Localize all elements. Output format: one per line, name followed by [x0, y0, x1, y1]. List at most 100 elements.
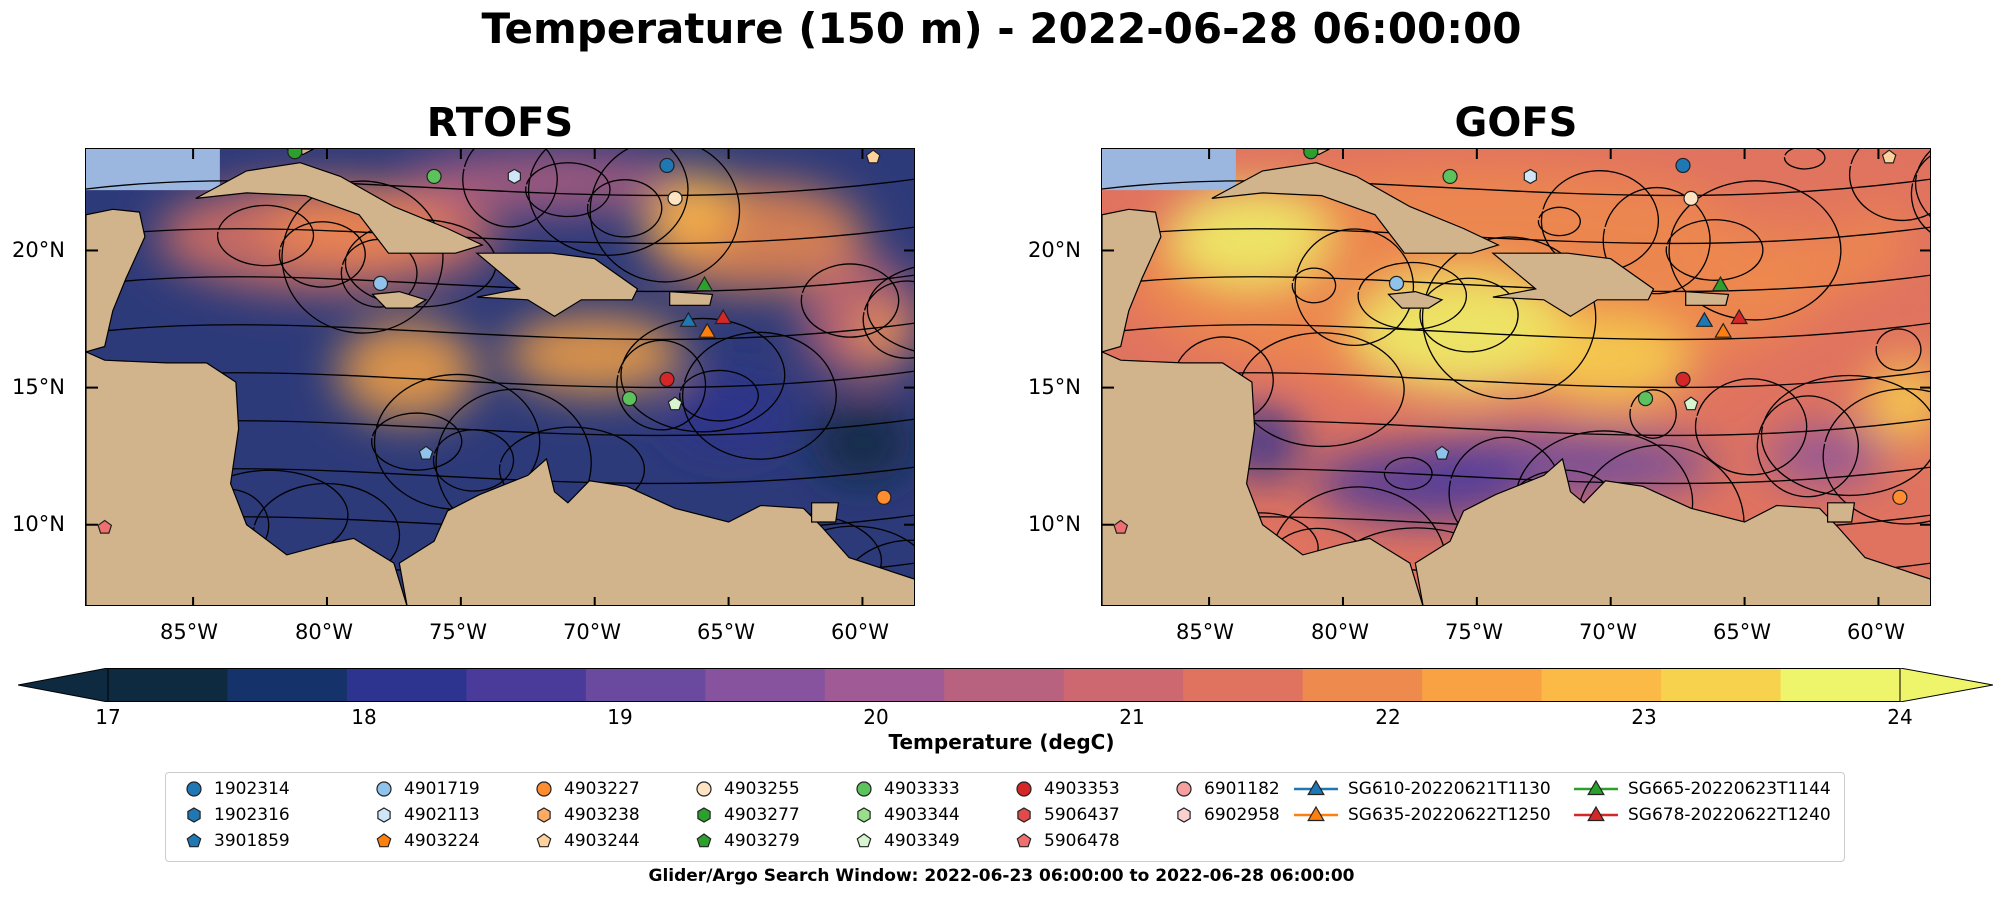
land — [1102, 149, 1930, 605]
observation-marker — [1881, 149, 1897, 164]
legend-label: 4903238 — [564, 805, 640, 825]
observation-marker — [1637, 390, 1654, 407]
colorbar-segment — [1302, 668, 1423, 702]
legend-label: SG635-20220622T1250 — [1348, 805, 1551, 825]
legend-triangle — [1307, 805, 1325, 822]
lat-label-10n-right: 10°N — [1028, 512, 1081, 536]
legend-label: 4903227 — [564, 779, 640, 799]
observation-marker — [659, 157, 675, 174]
legend-symbol — [1176, 781, 1192, 797]
legend-symbol — [857, 807, 871, 823]
colorbar-tick-20: 20 — [863, 705, 889, 729]
observation-marker — [621, 390, 638, 407]
legend-entry: 1902316 — [184, 805, 290, 825]
observation-marker — [1695, 311, 1714, 327]
legend-entry: 4903333 — [854, 779, 960, 799]
legend-symbol — [697, 807, 711, 823]
observation-marker — [667, 190, 683, 206]
legend-label: 3901859 — [214, 831, 290, 851]
map-rtofs — [85, 148, 915, 606]
lat-label-15n-left: 15°N — [12, 375, 65, 399]
land — [86, 149, 914, 605]
legend-marker-icon — [186, 781, 202, 797]
legend-entry: 4903277 — [694, 805, 800, 825]
observation-marker — [1683, 396, 1699, 411]
observation-marker — [865, 149, 881, 164]
colorbar-extend-low — [18, 668, 109, 702]
legend-marker-icon — [1176, 781, 1192, 797]
colorbar-segment — [346, 668, 467, 702]
lat-label-10n-left: 10°N — [12, 512, 65, 536]
lon-label-85w-right: 85°W — [1176, 620, 1234, 644]
colorbar-tick-18: 18 — [351, 705, 377, 729]
legend-label: 4903224 — [404, 831, 480, 851]
colorbar-segment — [1063, 668, 1184, 702]
legend-entry: 4903244 — [534, 831, 640, 851]
lon-label-70w-right: 70°W — [1579, 620, 1637, 644]
legend-marker-icon — [537, 807, 551, 823]
legend-entry: 1902314 — [184, 779, 290, 799]
lon-label-80w-left: 80°W — [295, 620, 353, 644]
colorbar-segment — [1183, 668, 1304, 702]
legend-label: SG678-20220622T1240 — [1628, 805, 1831, 825]
observation-marker — [287, 149, 303, 160]
legend-marker-icon — [856, 781, 872, 797]
colorbar-segment — [585, 668, 706, 702]
colorbar-segment — [944, 668, 1065, 702]
search-window-note: Glider/Argo Search Window: 2022-06-23 06… — [648, 866, 1355, 886]
legend-entry: 4902113 — [374, 805, 480, 825]
legend-marker-icon — [856, 833, 872, 848]
axis-ticks — [86, 149, 914, 605]
legend-marker-icon — [696, 781, 712, 797]
legend-marker-icon — [536, 833, 552, 848]
legend-symbol — [537, 807, 551, 823]
colorbar-label: Temperature (degC) — [888, 730, 1115, 754]
legend-entry: SG635-20220622T1250 — [1294, 805, 1551, 825]
axis-ticks — [1102, 149, 1930, 605]
colorbar-extend-high — [1899, 668, 1993, 702]
legend-marker-icon — [1294, 779, 1338, 796]
legend-entry: 6901182 — [1174, 779, 1280, 799]
lon-label-80w-right: 80°W — [1311, 620, 1369, 644]
observation-marker — [1675, 157, 1691, 174]
legend-marker-icon — [1177, 807, 1191, 823]
lon-label-70w-left: 70°W — [563, 620, 621, 644]
temperature-field — [156, 151, 914, 483]
legend-entry: 5906437 — [1014, 805, 1120, 825]
colorbar-segment — [824, 668, 945, 702]
legend-entry: 4903353 — [1014, 779, 1120, 799]
legend-entry: 4903349 — [854, 831, 960, 851]
legend-marker-icon — [1016, 833, 1032, 848]
legend-label: 4903344 — [884, 805, 960, 825]
colorbar-segment — [108, 668, 229, 702]
legend-symbol — [376, 833, 392, 848]
legend-symbol — [187, 807, 201, 823]
observation-marker — [876, 489, 892, 505]
legend-symbol — [536, 833, 552, 848]
panel-title-rtofs: RTOFS — [426, 100, 574, 146]
legend-entry: 4903224 — [374, 831, 480, 851]
legend-label: 1902314 — [214, 779, 290, 799]
observation-marker — [679, 311, 698, 327]
legend-label: SG610-20220621T1130 — [1348, 779, 1551, 799]
legend-label: 4903353 — [1044, 779, 1120, 799]
legend-entry: SG665-20220623T1144 — [1574, 779, 1831, 799]
map-gofs — [1101, 148, 1931, 606]
panel-title-gofs: GOFS — [1454, 100, 1578, 146]
legend-symbol — [186, 833, 202, 848]
observation-marker — [507, 168, 521, 185]
lon-label-65w-right: 65°W — [1713, 620, 1771, 644]
legend-symbol — [696, 833, 712, 848]
legend-label: SG665-20220623T1144 — [1628, 779, 1831, 799]
legend-label: 4901719 — [404, 779, 480, 799]
legend-entry: SG610-20220621T1130 — [1294, 779, 1551, 799]
colorbar-tick-17: 17 — [95, 705, 121, 729]
legend-entry: 4903344 — [854, 805, 960, 825]
legend-entry: 4903279 — [694, 831, 800, 851]
colorbar-segment — [1422, 668, 1543, 702]
observation-marker — [1730, 308, 1749, 325]
observation-marker — [659, 371, 675, 387]
legend-label: 5906437 — [1044, 805, 1120, 825]
legend-label: 4903349 — [884, 831, 960, 851]
legend-marker-icon — [696, 833, 712, 848]
